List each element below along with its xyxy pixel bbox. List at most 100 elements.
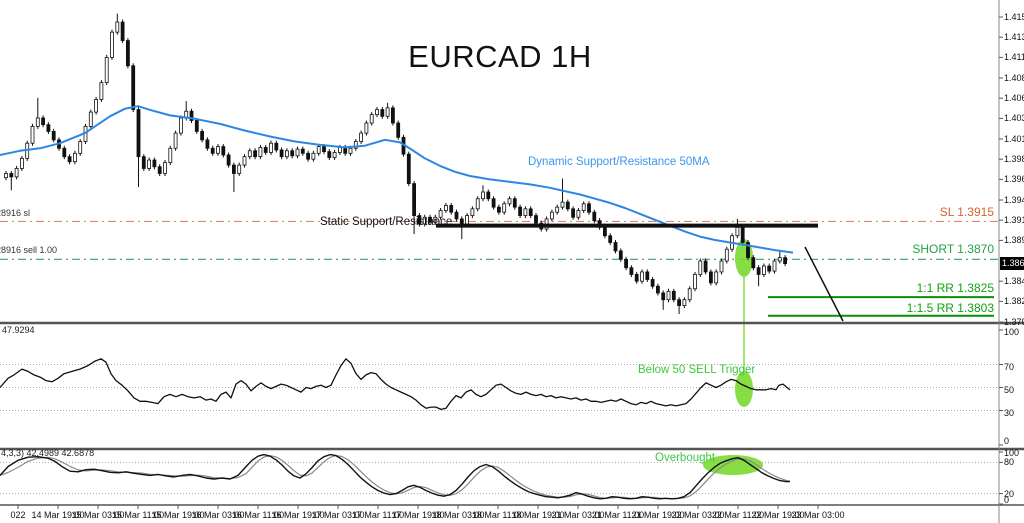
candle-body xyxy=(433,216,438,223)
candle-body xyxy=(194,120,199,132)
candle-body xyxy=(698,260,703,275)
candle-body xyxy=(258,147,263,158)
candle-body xyxy=(396,122,401,138)
static-sr-annotation-label: Static Support/Resistance xyxy=(320,216,453,228)
candle-body xyxy=(507,198,512,205)
sl-level-label: SL 1.3915 xyxy=(939,205,994,219)
candle-body xyxy=(221,146,226,156)
candle-body xyxy=(316,146,321,154)
candle-body xyxy=(581,203,586,211)
candle-body xyxy=(746,242,750,259)
candle-body xyxy=(443,205,448,211)
candle-body xyxy=(459,218,464,225)
candle-body xyxy=(94,99,98,113)
candle-body xyxy=(502,203,507,213)
candle-body xyxy=(200,131,205,141)
candle-body xyxy=(269,142,273,153)
order-sell-line-label: 28916 sell 1.00 xyxy=(0,245,58,255)
stoch-tick-label: 20 xyxy=(1004,488,1015,499)
rsi-tick-label: 70 xyxy=(1004,361,1015,372)
candle-body xyxy=(78,141,83,154)
price-tick-label: 1.41580 xyxy=(1004,12,1024,22)
time-tick-label: 17 Mar 11:00 xyxy=(351,510,405,520)
price-tick-label: 1.40615 xyxy=(1004,93,1024,104)
candle-body xyxy=(216,146,220,154)
price-tick-label: 1.38200 xyxy=(1004,296,1024,307)
candle-body xyxy=(634,274,639,282)
time-tick-label: 14 Mar 19:00 xyxy=(31,510,85,520)
time-tick-label: 17 Mar 03:00 xyxy=(311,510,365,520)
candle-body xyxy=(481,191,485,200)
time-tick-label: 18 Mar 03:00 xyxy=(431,510,485,520)
candle-body xyxy=(163,162,167,174)
candle-body xyxy=(661,292,666,301)
candle-body xyxy=(311,152,316,160)
candle-body xyxy=(629,267,634,275)
candle-body xyxy=(703,260,708,273)
candle-body xyxy=(306,152,311,160)
candle-body xyxy=(136,109,141,158)
candle-body xyxy=(99,82,104,100)
price-tick-label: 1.38925 xyxy=(1004,235,1024,246)
rsi-tick-label: 0 xyxy=(1004,436,1010,446)
candle-body xyxy=(534,215,538,224)
candle-body xyxy=(772,260,777,272)
rr-1-1-label: 1:1 RR 1.3825 xyxy=(916,281,994,295)
candle-body xyxy=(587,203,591,213)
candle-body xyxy=(523,208,528,216)
candle-body xyxy=(290,150,295,157)
candle-body xyxy=(592,211,597,222)
candle-body xyxy=(120,21,125,41)
candle-body xyxy=(210,147,215,154)
candle-body xyxy=(152,159,157,168)
candle-body xyxy=(613,242,618,252)
candle-body xyxy=(465,215,470,225)
price-tick-label: 1.40375 xyxy=(1004,113,1024,124)
candle-body xyxy=(475,198,480,210)
candle-body xyxy=(35,117,40,127)
candle-body xyxy=(205,139,210,149)
candle-body xyxy=(364,122,369,134)
candle-body xyxy=(693,274,697,290)
candle-body xyxy=(406,153,411,184)
candle-body xyxy=(486,191,491,200)
candle-body xyxy=(279,149,284,158)
price-tick-label: 1.39890 xyxy=(1004,154,1024,165)
candle-body xyxy=(571,208,575,218)
rsi-tick-label: 100 xyxy=(1004,327,1020,337)
candle-body xyxy=(714,271,719,284)
candle-body xyxy=(671,290,676,301)
candle-body xyxy=(666,290,671,301)
candle-body xyxy=(73,152,77,163)
candle-body xyxy=(375,109,379,116)
candle-body xyxy=(422,216,427,225)
chart-title: EURCAD 1H xyxy=(408,39,592,74)
candle-body xyxy=(147,159,152,169)
candle-body xyxy=(115,21,120,33)
time-tick-label: 022 xyxy=(10,510,26,520)
ma-annotation-label: Dynamic Support/Resistance 50MA xyxy=(528,156,710,168)
time-tick-label: 16 Mar 03:00 xyxy=(191,510,245,520)
candle-body xyxy=(263,147,268,153)
candle-body xyxy=(767,265,772,272)
price-tick-label: 1.38440 xyxy=(1004,276,1024,287)
candle-body xyxy=(380,109,385,117)
projection-line xyxy=(804,246,844,322)
stoch-main-line xyxy=(0,453,790,500)
candle-body xyxy=(157,166,162,174)
candle-body xyxy=(438,210,443,218)
candle-body xyxy=(126,40,130,67)
candle-body xyxy=(231,164,236,174)
time-tick-label: 21 Mar 19:00 xyxy=(631,510,685,520)
rsi-value-label: 47.9294 xyxy=(2,325,35,335)
candle-body xyxy=(327,151,332,158)
candle-body xyxy=(141,156,146,169)
candle-body xyxy=(226,154,231,166)
time-tick-label: 21 Mar 11:00 xyxy=(591,510,645,520)
price-tick-label: 1.40855 xyxy=(1004,73,1024,83)
candle-body xyxy=(645,271,650,280)
candle-body xyxy=(412,183,417,216)
candle-body xyxy=(677,299,681,306)
